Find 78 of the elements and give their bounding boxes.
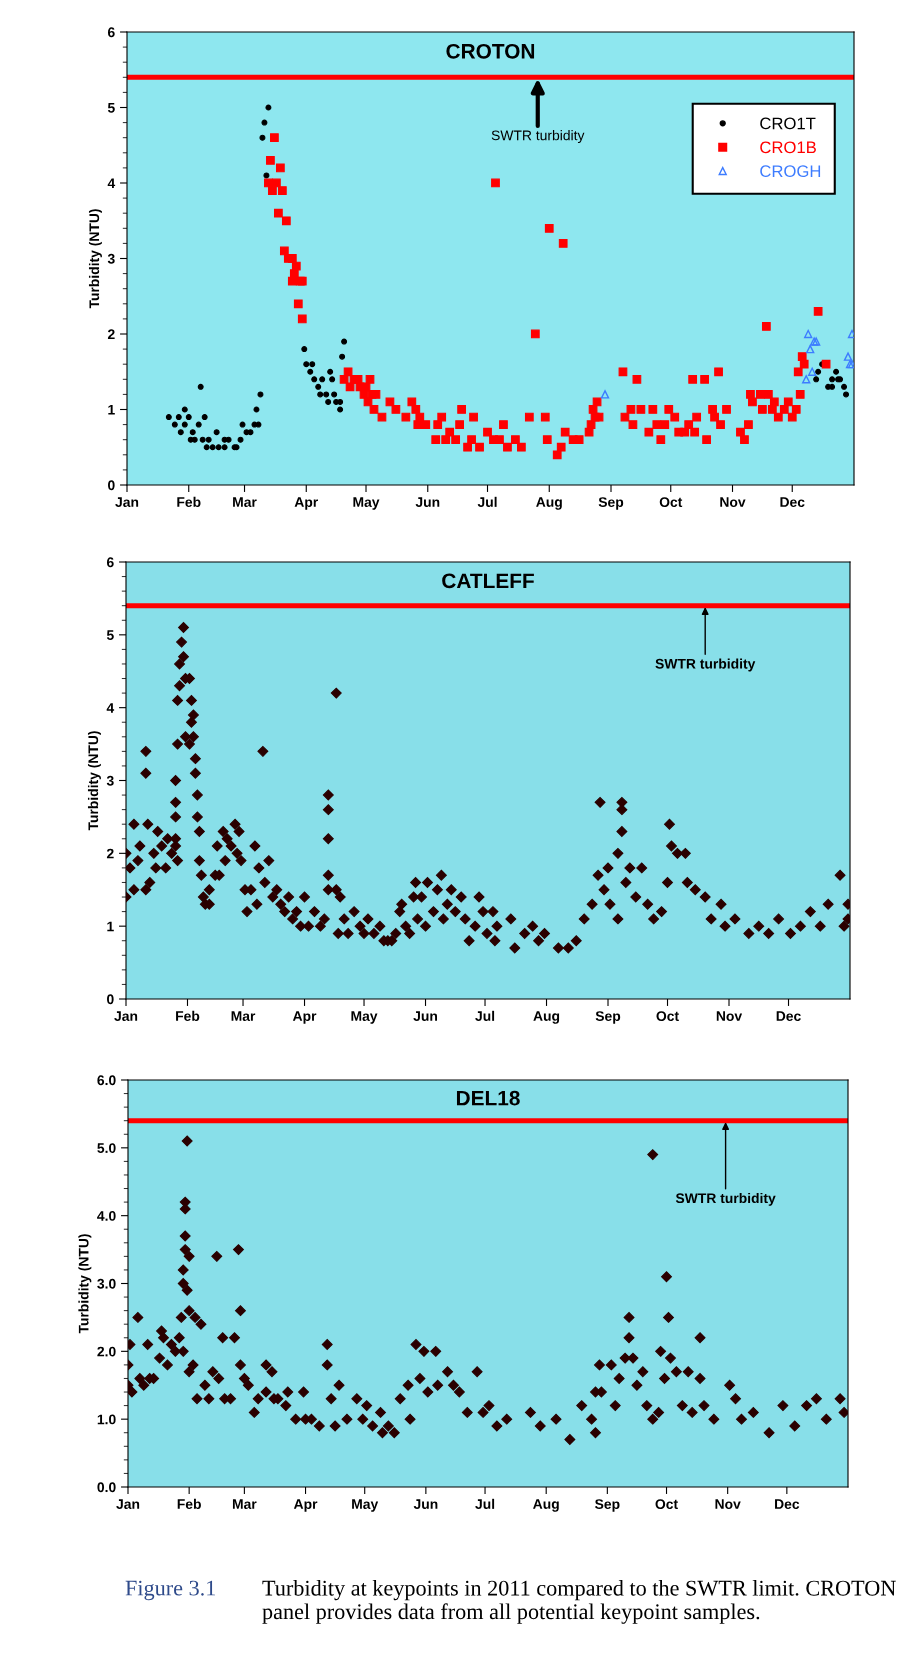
x-tick-label: Feb — [177, 496, 201, 508]
x-tick-label: Jan — [115, 497, 139, 508]
y-tick-label: 6 — [106, 557, 114, 568]
x-tick-label: Aug — [533, 1499, 559, 1512]
x-tick-label: Oct — [659, 497, 683, 508]
x-tick-label: Apr — [294, 497, 319, 510]
x-tick-label: Feb — [177, 1498, 201, 1510]
x-tick-label: Aug — [533, 1011, 560, 1024]
x-tick-label: Nov — [716, 1011, 743, 1022]
y-tick-label: 4 — [107, 178, 116, 189]
y-tick-label: 5 — [106, 630, 114, 640]
x-tick-label: Mar — [232, 1499, 257, 1510]
y-tick-label: 0 — [108, 480, 115, 491]
point — [806, 344, 815, 354]
x-tick-label: Apr — [293, 1499, 318, 1512]
y-tick-label: 1.0 — [97, 1414, 116, 1425]
x-tick-label: Nov — [715, 1499, 741, 1510]
y-tick-label: 6 — [107, 27, 115, 38]
y-tick-label: 3.0 — [97, 1278, 116, 1289]
y-tick-label: 5.0 — [97, 1143, 116, 1153]
y-tick-label: 1 — [108, 404, 115, 415]
caption: Figure 3.1 — [125, 1580, 216, 1601]
chart-title: CATLEFF — [442, 573, 534, 589]
x-tick-label: May — [353, 497, 380, 510]
point — [808, 367, 817, 376]
x-tick-label: Dec — [776, 1011, 801, 1022]
point — [802, 375, 811, 384]
ref-line-label: SWTR turbidity — [675, 1192, 776, 1206]
y-axis-title: Turbidity (NTU) — [87, 731, 101, 831]
x-tick-label: Jul — [475, 1010, 495, 1022]
chart-title: DEL18 — [456, 1090, 520, 1106]
y-tick-label: 0 — [107, 994, 114, 1005]
legend-label: CRO1T — [760, 117, 816, 130]
x-tick-label: May — [351, 1011, 378, 1024]
point — [600, 390, 610, 399]
x-tick-label: May — [352, 1499, 379, 1512]
point — [843, 352, 853, 361]
y-tick-label: 1 — [107, 921, 114, 932]
chart-title: CROTON — [446, 43, 535, 59]
x-tick-label: Sep — [598, 497, 624, 510]
x-tick-label: Sep — [595, 1499, 620, 1512]
y-tick-label: 4 — [106, 703, 115, 713]
ref-line-label: SWTR turbidity — [491, 130, 585, 144]
y-tick-label: 0.0 — [97, 1482, 116, 1493]
y-axis-title: Turbidity (NTU) — [78, 1234, 92, 1334]
y-tick-label: 5 — [107, 102, 115, 113]
point — [847, 329, 854, 339]
x-tick-label: Apr — [292, 1011, 317, 1024]
x-tick-label: Jul — [477, 496, 497, 508]
x-tick-label: Mar — [233, 497, 257, 508]
y-tick-label: 6.0 — [97, 1075, 116, 1086]
x-tick-label: Sep — [595, 1011, 621, 1024]
y-tick-label: 2 — [106, 848, 114, 859]
x-tick-label: Jul — [475, 1498, 495, 1510]
legend-label: CRO1B — [760, 141, 816, 154]
x-tick-label: Dec — [780, 497, 805, 508]
x-tick-label: Dec — [775, 1499, 800, 1510]
x-tick-label: Feb — [176, 1010, 200, 1022]
x-tick-label: Jun — [413, 1011, 437, 1022]
x-tick-label: Oct — [655, 1499, 678, 1510]
x-tick-label: Jun — [415, 497, 440, 508]
x-tick-label: Jun — [413, 1499, 438, 1510]
y-tick-label: 2.0 — [97, 1346, 116, 1357]
x-tick-label: Mar — [231, 1011, 256, 1022]
y-tick-label: 3 — [106, 775, 114, 786]
y-tick-label: 2 — [107, 329, 115, 340]
y-axis-title: Turbidity (NTU) — [88, 209, 102, 309]
x-tick-label: Aug — [536, 497, 562, 510]
x-tick-label: Jan — [116, 1499, 140, 1510]
text: Turbidity at keypoints in 2011 compared to the SWTR limit. CROTON panel provides data from all potential keypoint samples. — [262, 1580, 896, 1624]
point — [804, 329, 813, 339]
ref-line-label: SWTR turbidity — [655, 658, 756, 672]
x-tick-label: Jan — [114, 1011, 138, 1022]
y-tick-label: 3 — [107, 253, 115, 264]
x-tick-label: Oct — [656, 1011, 679, 1022]
y-tick-label: 4.0 — [97, 1211, 116, 1221]
legend-label: CROGH — [760, 165, 821, 178]
x-tick-label: Nov — [720, 497, 746, 508]
